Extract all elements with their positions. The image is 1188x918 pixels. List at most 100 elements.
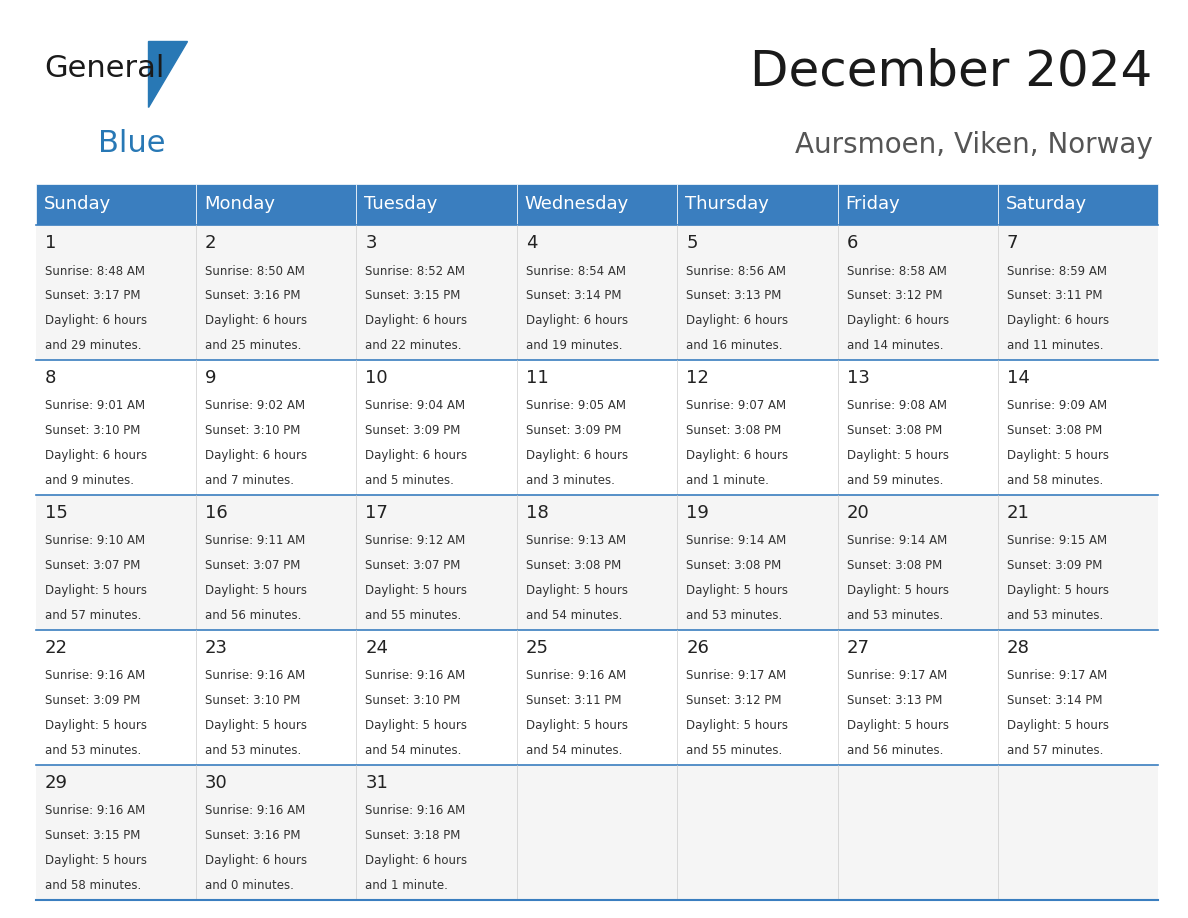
Text: Sunset: 3:10 PM: Sunset: 3:10 PM <box>366 694 461 707</box>
Bar <box>36 360 1158 495</box>
Bar <box>517 184 677 225</box>
Bar <box>838 184 998 225</box>
Text: and 7 minutes.: and 7 minutes. <box>206 475 293 487</box>
Text: 10: 10 <box>366 369 388 387</box>
Text: and 9 minutes.: and 9 minutes. <box>45 475 133 487</box>
Text: 5: 5 <box>687 234 697 252</box>
Text: Wednesday: Wednesday <box>525 196 630 213</box>
Text: Sunset: 3:09 PM: Sunset: 3:09 PM <box>45 694 140 707</box>
Text: Daylight: 5 hours: Daylight: 5 hours <box>366 584 467 598</box>
Text: 9: 9 <box>206 369 216 387</box>
Text: Sunset: 3:08 PM: Sunset: 3:08 PM <box>847 559 942 572</box>
Text: Sunrise: 9:04 AM: Sunrise: 9:04 AM <box>366 399 466 412</box>
Text: and 57 minutes.: and 57 minutes. <box>45 610 141 622</box>
Text: Sunrise: 9:10 AM: Sunrise: 9:10 AM <box>45 534 145 547</box>
Text: and 56 minutes.: and 56 minutes. <box>847 744 943 757</box>
Text: Daylight: 5 hours: Daylight: 5 hours <box>45 584 146 598</box>
Text: Sunrise: 8:59 AM: Sunrise: 8:59 AM <box>1007 264 1107 277</box>
Text: Daylight: 6 hours: Daylight: 6 hours <box>45 315 147 328</box>
Text: Daylight: 5 hours: Daylight: 5 hours <box>206 719 307 733</box>
Bar <box>36 630 1158 765</box>
Text: and 29 minutes.: and 29 minutes. <box>45 340 141 353</box>
Text: Sunrise: 9:12 AM: Sunrise: 9:12 AM <box>366 534 466 547</box>
Text: 6: 6 <box>847 234 858 252</box>
Text: Sunset: 3:09 PM: Sunset: 3:09 PM <box>1007 559 1102 572</box>
Text: Sunset: 3:14 PM: Sunset: 3:14 PM <box>1007 694 1102 707</box>
Text: 14: 14 <box>1007 369 1030 387</box>
Text: 22: 22 <box>45 639 68 657</box>
Text: Daylight: 6 hours: Daylight: 6 hours <box>366 854 468 867</box>
Text: Daylight: 5 hours: Daylight: 5 hours <box>847 584 948 598</box>
Text: and 14 minutes.: and 14 minutes. <box>847 340 943 353</box>
Text: Daylight: 6 hours: Daylight: 6 hours <box>206 449 308 463</box>
Text: and 16 minutes.: and 16 minutes. <box>687 340 783 353</box>
Text: Sunset: 3:14 PM: Sunset: 3:14 PM <box>526 289 621 302</box>
Text: Sunset: 3:07 PM: Sunset: 3:07 PM <box>206 559 301 572</box>
Text: Sunrise: 9:16 AM: Sunrise: 9:16 AM <box>45 669 145 682</box>
Text: and 59 minutes.: and 59 minutes. <box>847 475 943 487</box>
Text: 20: 20 <box>847 504 870 522</box>
Text: Sunrise: 9:07 AM: Sunrise: 9:07 AM <box>687 399 786 412</box>
Text: Sunset: 3:13 PM: Sunset: 3:13 PM <box>687 289 782 302</box>
Text: Sunset: 3:08 PM: Sunset: 3:08 PM <box>847 424 942 437</box>
Text: Daylight: 6 hours: Daylight: 6 hours <box>45 449 147 463</box>
Text: Blue: Blue <box>97 129 165 158</box>
Text: and 57 minutes.: and 57 minutes. <box>1007 744 1104 757</box>
Text: Daylight: 6 hours: Daylight: 6 hours <box>687 315 789 328</box>
Text: and 5 minutes.: and 5 minutes. <box>366 475 454 487</box>
Text: Sunrise: 8:48 AM: Sunrise: 8:48 AM <box>45 264 145 277</box>
Text: 13: 13 <box>847 369 870 387</box>
Text: and 1 minute.: and 1 minute. <box>687 475 769 487</box>
Text: Sunset: 3:17 PM: Sunset: 3:17 PM <box>45 289 140 302</box>
Text: Daylight: 5 hours: Daylight: 5 hours <box>687 719 788 733</box>
Text: Monday: Monday <box>204 196 276 213</box>
Text: Daylight: 5 hours: Daylight: 5 hours <box>1007 719 1108 733</box>
Text: Sunday: Sunday <box>44 196 110 213</box>
Text: Sunrise: 9:16 AM: Sunrise: 9:16 AM <box>366 804 466 817</box>
Text: Sunset: 3:15 PM: Sunset: 3:15 PM <box>45 829 140 842</box>
Text: 11: 11 <box>526 369 549 387</box>
Text: Sunset: 3:09 PM: Sunset: 3:09 PM <box>366 424 461 437</box>
Text: Sunrise: 9:02 AM: Sunrise: 9:02 AM <box>206 399 305 412</box>
Text: Daylight: 5 hours: Daylight: 5 hours <box>687 584 788 598</box>
Text: Sunset: 3:11 PM: Sunset: 3:11 PM <box>526 694 621 707</box>
Text: Sunset: 3:16 PM: Sunset: 3:16 PM <box>206 829 301 842</box>
Text: and 0 minutes.: and 0 minutes. <box>206 879 293 892</box>
Text: and 54 minutes.: and 54 minutes. <box>526 610 623 622</box>
Text: and 53 minutes.: and 53 minutes. <box>1007 610 1104 622</box>
Text: and 53 minutes.: and 53 minutes. <box>687 610 783 622</box>
Text: Sunset: 3:10 PM: Sunset: 3:10 PM <box>206 694 301 707</box>
Text: December 2024: December 2024 <box>750 47 1152 95</box>
Text: Saturday: Saturday <box>1006 196 1087 213</box>
Text: Daylight: 5 hours: Daylight: 5 hours <box>526 584 627 598</box>
Bar <box>998 184 1158 225</box>
Text: Sunset: 3:07 PM: Sunset: 3:07 PM <box>45 559 140 572</box>
Text: Sunset: 3:08 PM: Sunset: 3:08 PM <box>526 559 621 572</box>
Text: Sunrise: 9:08 AM: Sunrise: 9:08 AM <box>847 399 947 412</box>
Text: Daylight: 6 hours: Daylight: 6 hours <box>366 315 468 328</box>
Text: Daylight: 5 hours: Daylight: 5 hours <box>45 854 146 867</box>
Text: and 19 minutes.: and 19 minutes. <box>526 340 623 353</box>
Text: Sunrise: 9:16 AM: Sunrise: 9:16 AM <box>366 669 466 682</box>
Text: 30: 30 <box>206 774 228 792</box>
Text: Sunset: 3:15 PM: Sunset: 3:15 PM <box>366 289 461 302</box>
Text: Sunset: 3:16 PM: Sunset: 3:16 PM <box>206 289 301 302</box>
Text: Daylight: 6 hours: Daylight: 6 hours <box>687 449 789 463</box>
Text: Sunrise: 9:01 AM: Sunrise: 9:01 AM <box>45 399 145 412</box>
Text: 29: 29 <box>45 774 68 792</box>
Text: 8: 8 <box>45 369 56 387</box>
Text: Daylight: 5 hours: Daylight: 5 hours <box>366 719 467 733</box>
Text: and 53 minutes.: and 53 minutes. <box>45 744 141 757</box>
Text: and 53 minutes.: and 53 minutes. <box>847 610 943 622</box>
Text: Sunrise: 9:16 AM: Sunrise: 9:16 AM <box>206 804 305 817</box>
Text: Sunrise: 9:09 AM: Sunrise: 9:09 AM <box>1007 399 1107 412</box>
Text: Sunset: 3:09 PM: Sunset: 3:09 PM <box>526 424 621 437</box>
Text: Sunset: 3:12 PM: Sunset: 3:12 PM <box>847 289 942 302</box>
Text: Sunrise: 8:52 AM: Sunrise: 8:52 AM <box>366 264 466 277</box>
Text: Sunrise: 8:54 AM: Sunrise: 8:54 AM <box>526 264 626 277</box>
Text: Sunset: 3:10 PM: Sunset: 3:10 PM <box>45 424 140 437</box>
Text: and 1 minute.: and 1 minute. <box>366 879 448 892</box>
Text: Sunrise: 8:56 AM: Sunrise: 8:56 AM <box>687 264 786 277</box>
Text: Sunrise: 9:14 AM: Sunrise: 9:14 AM <box>687 534 786 547</box>
Text: Daylight: 6 hours: Daylight: 6 hours <box>847 315 949 328</box>
